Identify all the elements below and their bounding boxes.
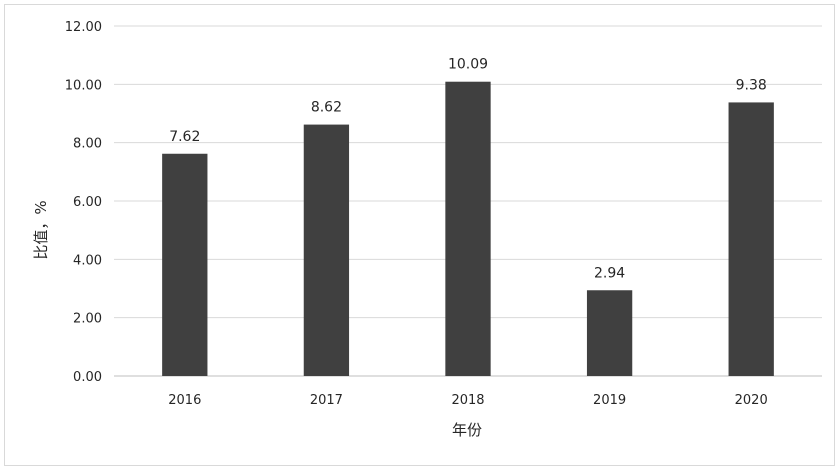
x-tick-label: 2020 — [735, 393, 768, 408]
y-axis-title: 比值，% — [32, 200, 50, 259]
bars — [162, 81, 774, 377]
y-tick-label: 4.00 — [73, 253, 102, 268]
x-tick-label: 2017 — [310, 393, 343, 408]
data-label-2019: 2.94 — [594, 265, 625, 281]
x-tick-label: 2018 — [451, 393, 484, 408]
y-axis-tick-labels: 0.00 2.00 4.00 6.00 8.00 10.00 12.00 — [65, 20, 102, 385]
data-labels: 7.62 8.62 10.09 2.94 9.38 — [169, 57, 767, 282]
x-tick-label: 2019 — [593, 393, 626, 408]
bar-2020 — [728, 102, 774, 377]
bar-2018 — [445, 81, 491, 376]
chart-frame — [4, 4, 835, 466]
data-label-2016: 7.62 — [169, 129, 200, 145]
y-tick-label: 8.00 — [73, 137, 102, 152]
y-tick-label: 6.00 — [73, 195, 102, 210]
x-axis-tick-labels: 2016 2017 2018 2019 2020 — [168, 393, 767, 408]
data-label-2020: 9.38 — [736, 77, 767, 93]
bar-2016 — [162, 153, 208, 376]
bar-2019 — [586, 290, 633, 376]
y-tick-label: 10.00 — [65, 78, 102, 93]
y-tick-label: 0.00 — [73, 370, 102, 385]
data-label-2017: 8.62 — [311, 100, 342, 116]
x-tick-label: 2016 — [168, 393, 201, 408]
x-axis-title: 年份 — [452, 421, 482, 439]
y-tick-label: 12.00 — [65, 20, 102, 35]
y-tick-label: 2.00 — [73, 312, 102, 327]
bar-2017 — [303, 124, 350, 376]
data-label-2018: 10.09 — [448, 57, 488, 73]
